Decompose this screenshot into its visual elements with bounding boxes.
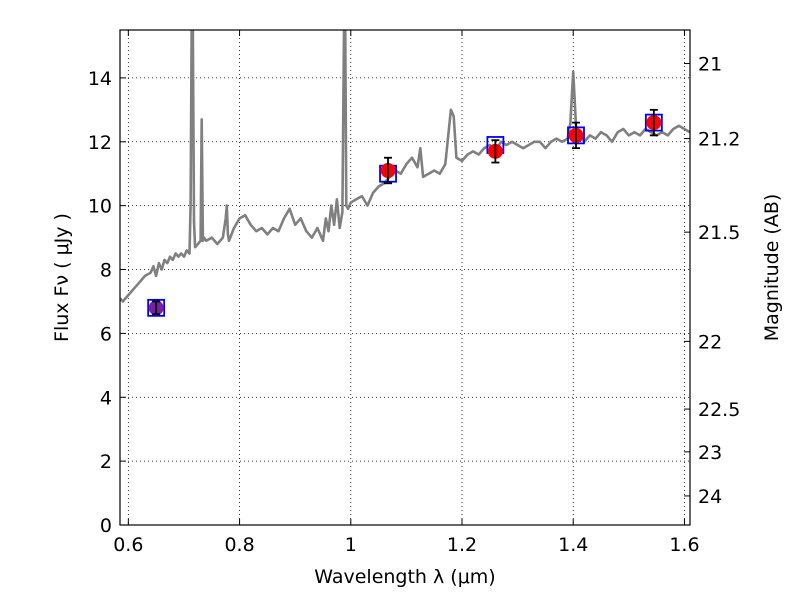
markers-layer — [147, 108, 663, 317]
y2-axis-label: Magnitude (AB) — [761, 194, 783, 342]
y-tick-label: 0 — [100, 515, 112, 537]
y-tick-label: 10 — [88, 196, 112, 218]
ticks-layer — [120, 30, 690, 526]
x-tick-label: 1.2 — [447, 534, 477, 556]
y2-tick-label: 22.5 — [698, 399, 740, 421]
y2-tick-label: 21.5 — [698, 222, 740, 244]
y2-tick-label: 24 — [698, 486, 722, 508]
spectrum-layer — [120, 30, 690, 303]
x-tick-label: 1.6 — [669, 534, 699, 556]
x-tick-label: 1 — [345, 534, 357, 556]
y2-tick-label: 23 — [698, 442, 722, 464]
tick-labels: 0.6 0.8 1 1.2 1.4 1.6024681012142121.221.5222… — [88, 54, 741, 556]
x-axis-label: Wavelength λ (μm) — [314, 566, 495, 588]
y2-tick-label: 22 — [698, 331, 722, 353]
x-tick-label: 1.4 — [558, 534, 588, 556]
y-tick-label: 8 — [100, 260, 112, 282]
spectrum-line — [120, 30, 690, 303]
model-square-marker — [147, 298, 166, 317]
y-tick-label: 4 — [100, 387, 112, 409]
x-tick-label: 0.6 — [113, 534, 143, 556]
y-tick-label: 2 — [100, 451, 112, 473]
y-tick-label: 14 — [88, 68, 112, 90]
y-tick-label: 12 — [88, 132, 112, 154]
x-tick-label: 0.8 — [224, 534, 254, 556]
y2-tick-label: 21.2 — [698, 129, 740, 151]
y-tick-label: 6 — [100, 323, 112, 345]
y-axis-label: Flux Fν ( μJy ) — [51, 213, 73, 342]
y2-tick-label: 21 — [698, 54, 722, 76]
plot-frame — [119, 29, 691, 526]
